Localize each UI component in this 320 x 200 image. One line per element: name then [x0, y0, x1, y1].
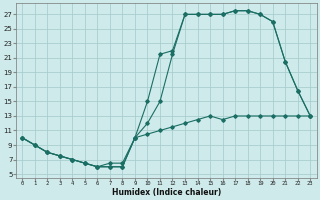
X-axis label: Humidex (Indice chaleur): Humidex (Indice chaleur) [112, 188, 221, 197]
